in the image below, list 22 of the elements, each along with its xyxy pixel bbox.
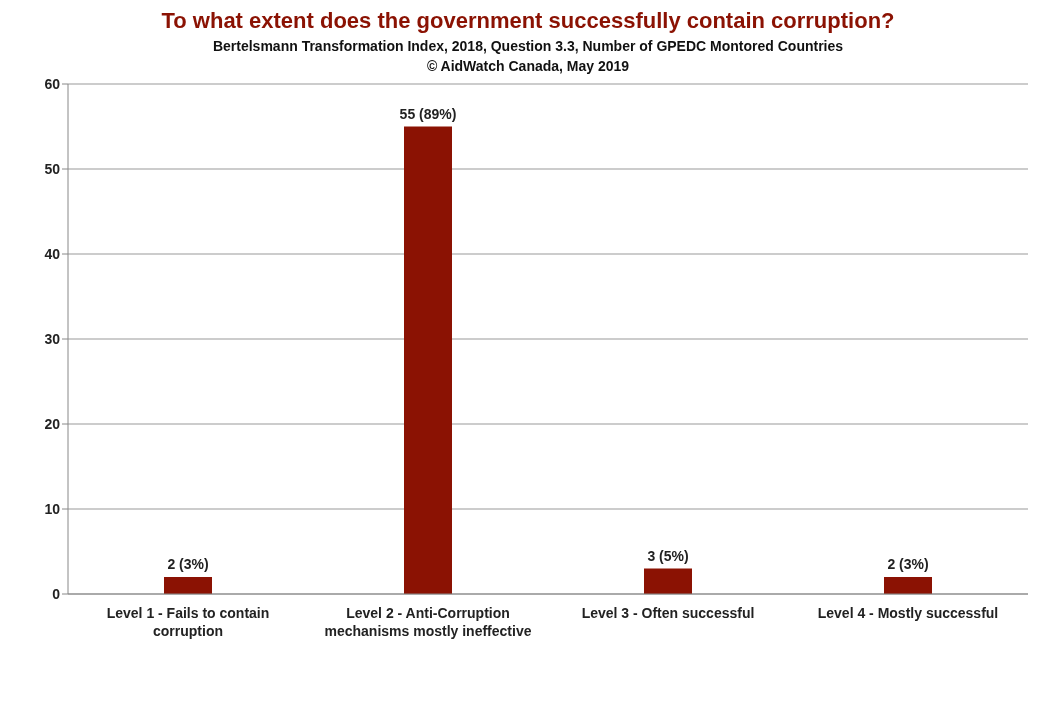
bar: [404, 126, 452, 594]
x-tick-label: Level 2 - Anti-Corruption mechanisms mostly ineffective: [324, 605, 532, 639]
y-tick-label: 10: [44, 500, 61, 517]
x-tick-label: Level 1 - Fails to contain corruption: [106, 605, 270, 639]
data-label: 2 (3%): [167, 556, 209, 572]
y-tick-label: 60: [44, 75, 61, 92]
text: © AidWatch Canada, May 2019: [425, 58, 631, 74]
bar: [644, 568, 692, 594]
chart-subtitle: Bertelsmann Transformation Index, 2018, Question 3.3, Number of GPEDC Montored Countries: [211, 38, 845, 54]
bar: [884, 577, 932, 594]
x-tick-label: Level 3 - Often successful: [581, 605, 755, 621]
chart-title: To what extent does the government successfully contain corruption?: [160, 8, 896, 34]
x-tick-label: Level 4 - Mostly successful: [817, 605, 999, 621]
y-tick-label: 50: [44, 160, 61, 177]
data-label: 55 (89%): [399, 105, 457, 122]
data-label: 2 (3%): [887, 556, 929, 572]
y-tick-label: 40: [44, 245, 61, 262]
data-label: 3 (5%): [647, 547, 689, 564]
y-tick-label: 20: [44, 415, 61, 432]
y-tick-label: 0: [52, 585, 61, 602]
y-tick-label: 30: [44, 330, 61, 347]
bar: [164, 577, 212, 594]
